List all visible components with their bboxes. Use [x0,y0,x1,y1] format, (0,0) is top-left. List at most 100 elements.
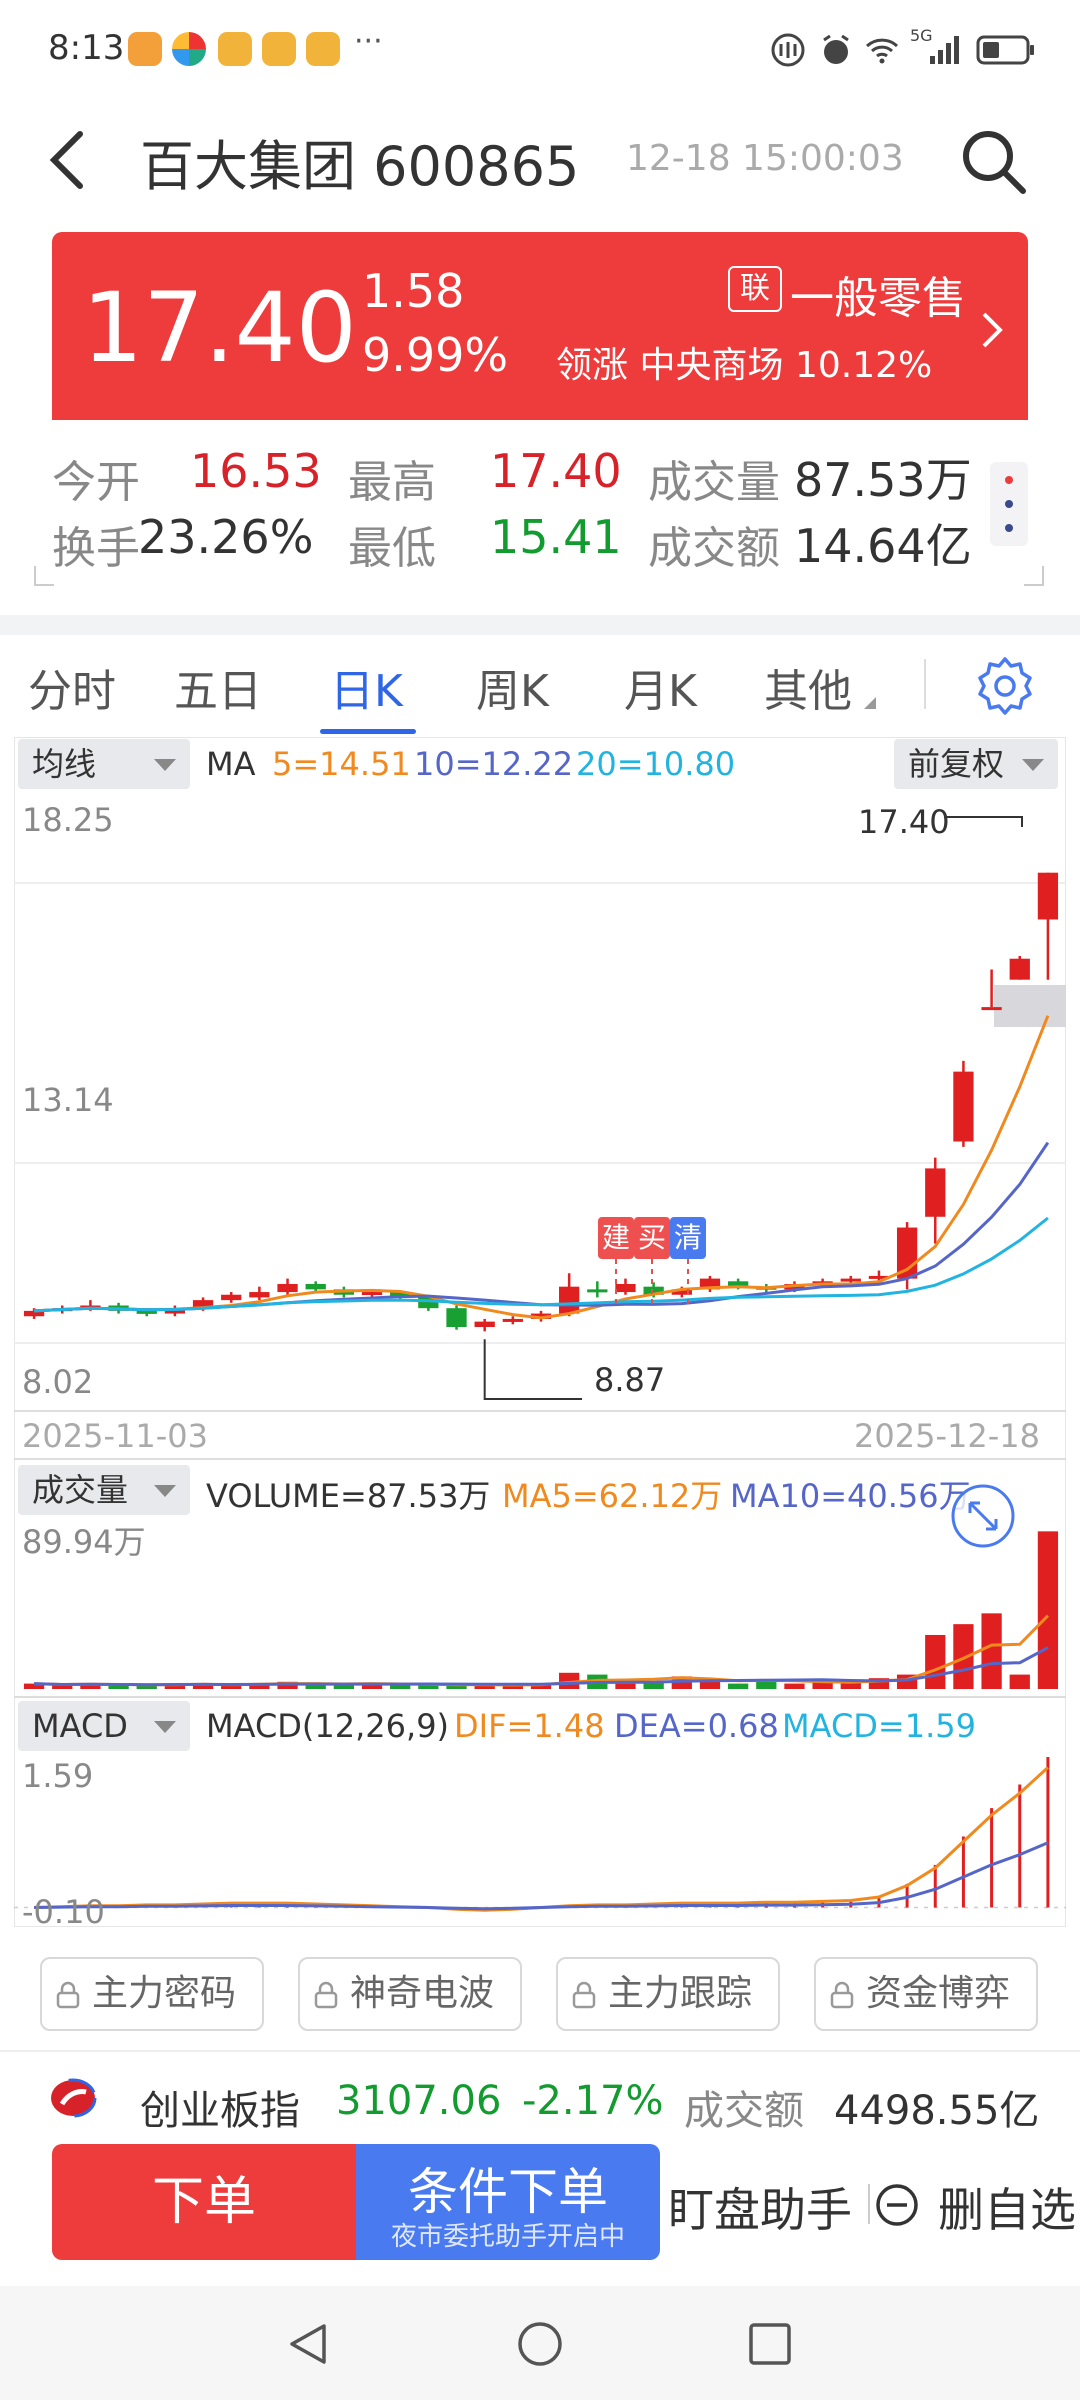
y-axis-bottom-label: 8.02 [22,1363,94,1401]
macd-dif-legend: DIF=1.48 [454,1707,605,1745]
watch-assistant-button[interactable]: 盯盘助手 [668,2183,852,2237]
ma-indicator-dropdown[interactable]: 均线 [18,739,190,789]
index-amount-value: 4498.55亿 [834,2088,1040,2134]
system-nav-bar [0,2286,1080,2400]
more-notifications: ··· [354,24,383,59]
candle-body [840,1278,861,1282]
candle-body [418,1297,439,1309]
stock-header: 百大集团 600865 12-18 15:00:03 [0,100,1080,220]
candle-body [1037,872,1059,920]
sector-badge: 联 [728,266,782,312]
remove-watchlist-button[interactable]: 删自选 [938,2183,1076,2237]
ma5-line [34,1015,1050,1320]
macd-dif-line [34,1766,1049,1912]
minus-circle-icon[interactable] [874,2182,920,2228]
candle-body [615,1283,636,1293]
index-amount-label: 成交额 [684,2088,804,2134]
kline-chart-svg [14,737,1066,1927]
tab-weekly-k[interactable]: 周K [476,666,549,717]
buy-marker[interactable]: 买 [634,1217,670,1259]
lock-icon [56,1981,80,2009]
tab-divider [924,659,926,709]
expand-icon[interactable] [948,1481,1018,1551]
lock-icon [314,1981,338,2009]
candle-body [643,1286,664,1295]
candle-body [474,1321,495,1327]
lock-feature-magic-wave[interactable]: 神奇电波 [298,1957,522,2031]
turnover-label: 换手 [52,523,140,574]
macd-value-legend: MACD=1.59 [782,1707,976,1745]
price-highlight-box [994,985,1066,1027]
conditional-order-sublabel: 夜市委托助手开启中 [390,2222,625,2252]
volume-indicator-dropdown[interactable]: 成交量 [18,1465,190,1515]
volume-bar [361,1683,383,1689]
volume-y-top-label: 89.94万 [22,1523,146,1561]
adjust-dropdown[interactable]: 前复权 [894,739,1058,789]
search-icon[interactable] [958,126,1030,198]
chevron-right-icon [982,312,1003,348]
sector-leader: 领涨 中央商场 10.12% [556,345,933,386]
tab-other[interactable]: 其他 [764,666,852,717]
lock-feature-main-force-tracking[interactable]: 主力跟踪 [556,1957,780,2031]
conditional-order-button[interactable]: 条件下单 夜市委托助手开启中 [356,2144,660,2260]
gear-icon[interactable] [974,655,1036,717]
page-title: 百大集团 600865 [140,135,580,198]
ma10-line [34,1141,1050,1313]
more-stats-button[interactable] [990,462,1028,546]
volume-bar [812,1681,833,1689]
candle-body [530,1313,552,1319]
volume-bar [23,1683,45,1689]
candle-body [559,1286,580,1314]
quote-card[interactable]: 17.40 1.58 9.99% 联 一般零售 领涨 中央商场 10.12% [52,232,1028,420]
current-price: 17.40 [82,272,357,384]
candle-body [390,1292,411,1298]
period-tabs: 分时 五日 日K 周K 月K 其他 [0,635,1080,735]
lock-icon [572,1981,596,2009]
expand-corner-icon[interactable] [1024,566,1044,586]
min-price-leader [483,1339,582,1400]
tab-intraday[interactable]: 分时 [28,666,116,717]
candle-body [221,1294,242,1301]
candle-body [727,1281,749,1287]
home-nav-icon[interactable] [516,2320,564,2368]
candle-body [249,1292,270,1298]
wifi-icon [865,38,899,64]
volume-label: 成交量 [648,457,780,508]
max-price-leader [944,816,1023,827]
build-position-marker[interactable]: 建 [598,1217,634,1259]
volume-legend: VOLUME=87.53万 [206,1477,491,1515]
lock-feature-main-force-code[interactable]: 主力密码 [40,1957,264,2031]
macd-params: MACD(12,26,9) [206,1707,450,1745]
section-divider [0,615,1080,635]
lock-icon [830,1981,854,2009]
open-label: 今开 [52,457,140,508]
tab-five-day[interactable]: 五日 [174,666,262,717]
chevron-left-icon[interactable] [40,128,94,192]
candle-body [277,1283,298,1293]
candle-body [925,1168,946,1217]
exchange-logo-icon [49,2078,97,2118]
lock-feature-fund-game[interactable]: 资金博弈 [814,1957,1038,2031]
volume-ma10-legend: MA10=40.56万 [730,1477,971,1515]
tab-daily-k[interactable]: 日K [330,666,403,717]
nfc-icon [771,33,805,67]
tab-monthly-k[interactable]: 月K [624,666,697,717]
index-ticker-bar[interactable]: 创业板指 3107.06 -2.17% 成交额 4498.55亿 [0,2050,1080,2140]
clear-position-marker[interactable]: 清 [670,1217,706,1259]
macd-dea-line [34,1841,1049,1911]
volume-bar [446,1685,467,1689]
dot-icon [1005,500,1013,508]
quote-timestamp: 12-18 15:00:03 [626,138,904,179]
dot-icon [1005,524,1013,532]
ma5-legend: 5=14.51 [272,745,411,783]
recents-nav-icon[interactable] [746,2320,794,2368]
candle-body [1009,958,1030,980]
kline-chart-area[interactable]: 均线 MA 5=14.51 10=12.22 20=10.80 前复权 18.2… [14,737,1066,1931]
volume-bar [530,1683,552,1689]
index-change-pct: -2.17% [522,2078,664,2124]
macd-indicator-dropdown[interactable]: MACD [18,1701,190,1751]
price-change: 1.58 [362,264,465,318]
expand-corner-icon[interactable] [34,566,54,586]
back-nav-icon[interactable] [284,2320,332,2368]
order-button[interactable]: 下单 [52,2144,356,2260]
